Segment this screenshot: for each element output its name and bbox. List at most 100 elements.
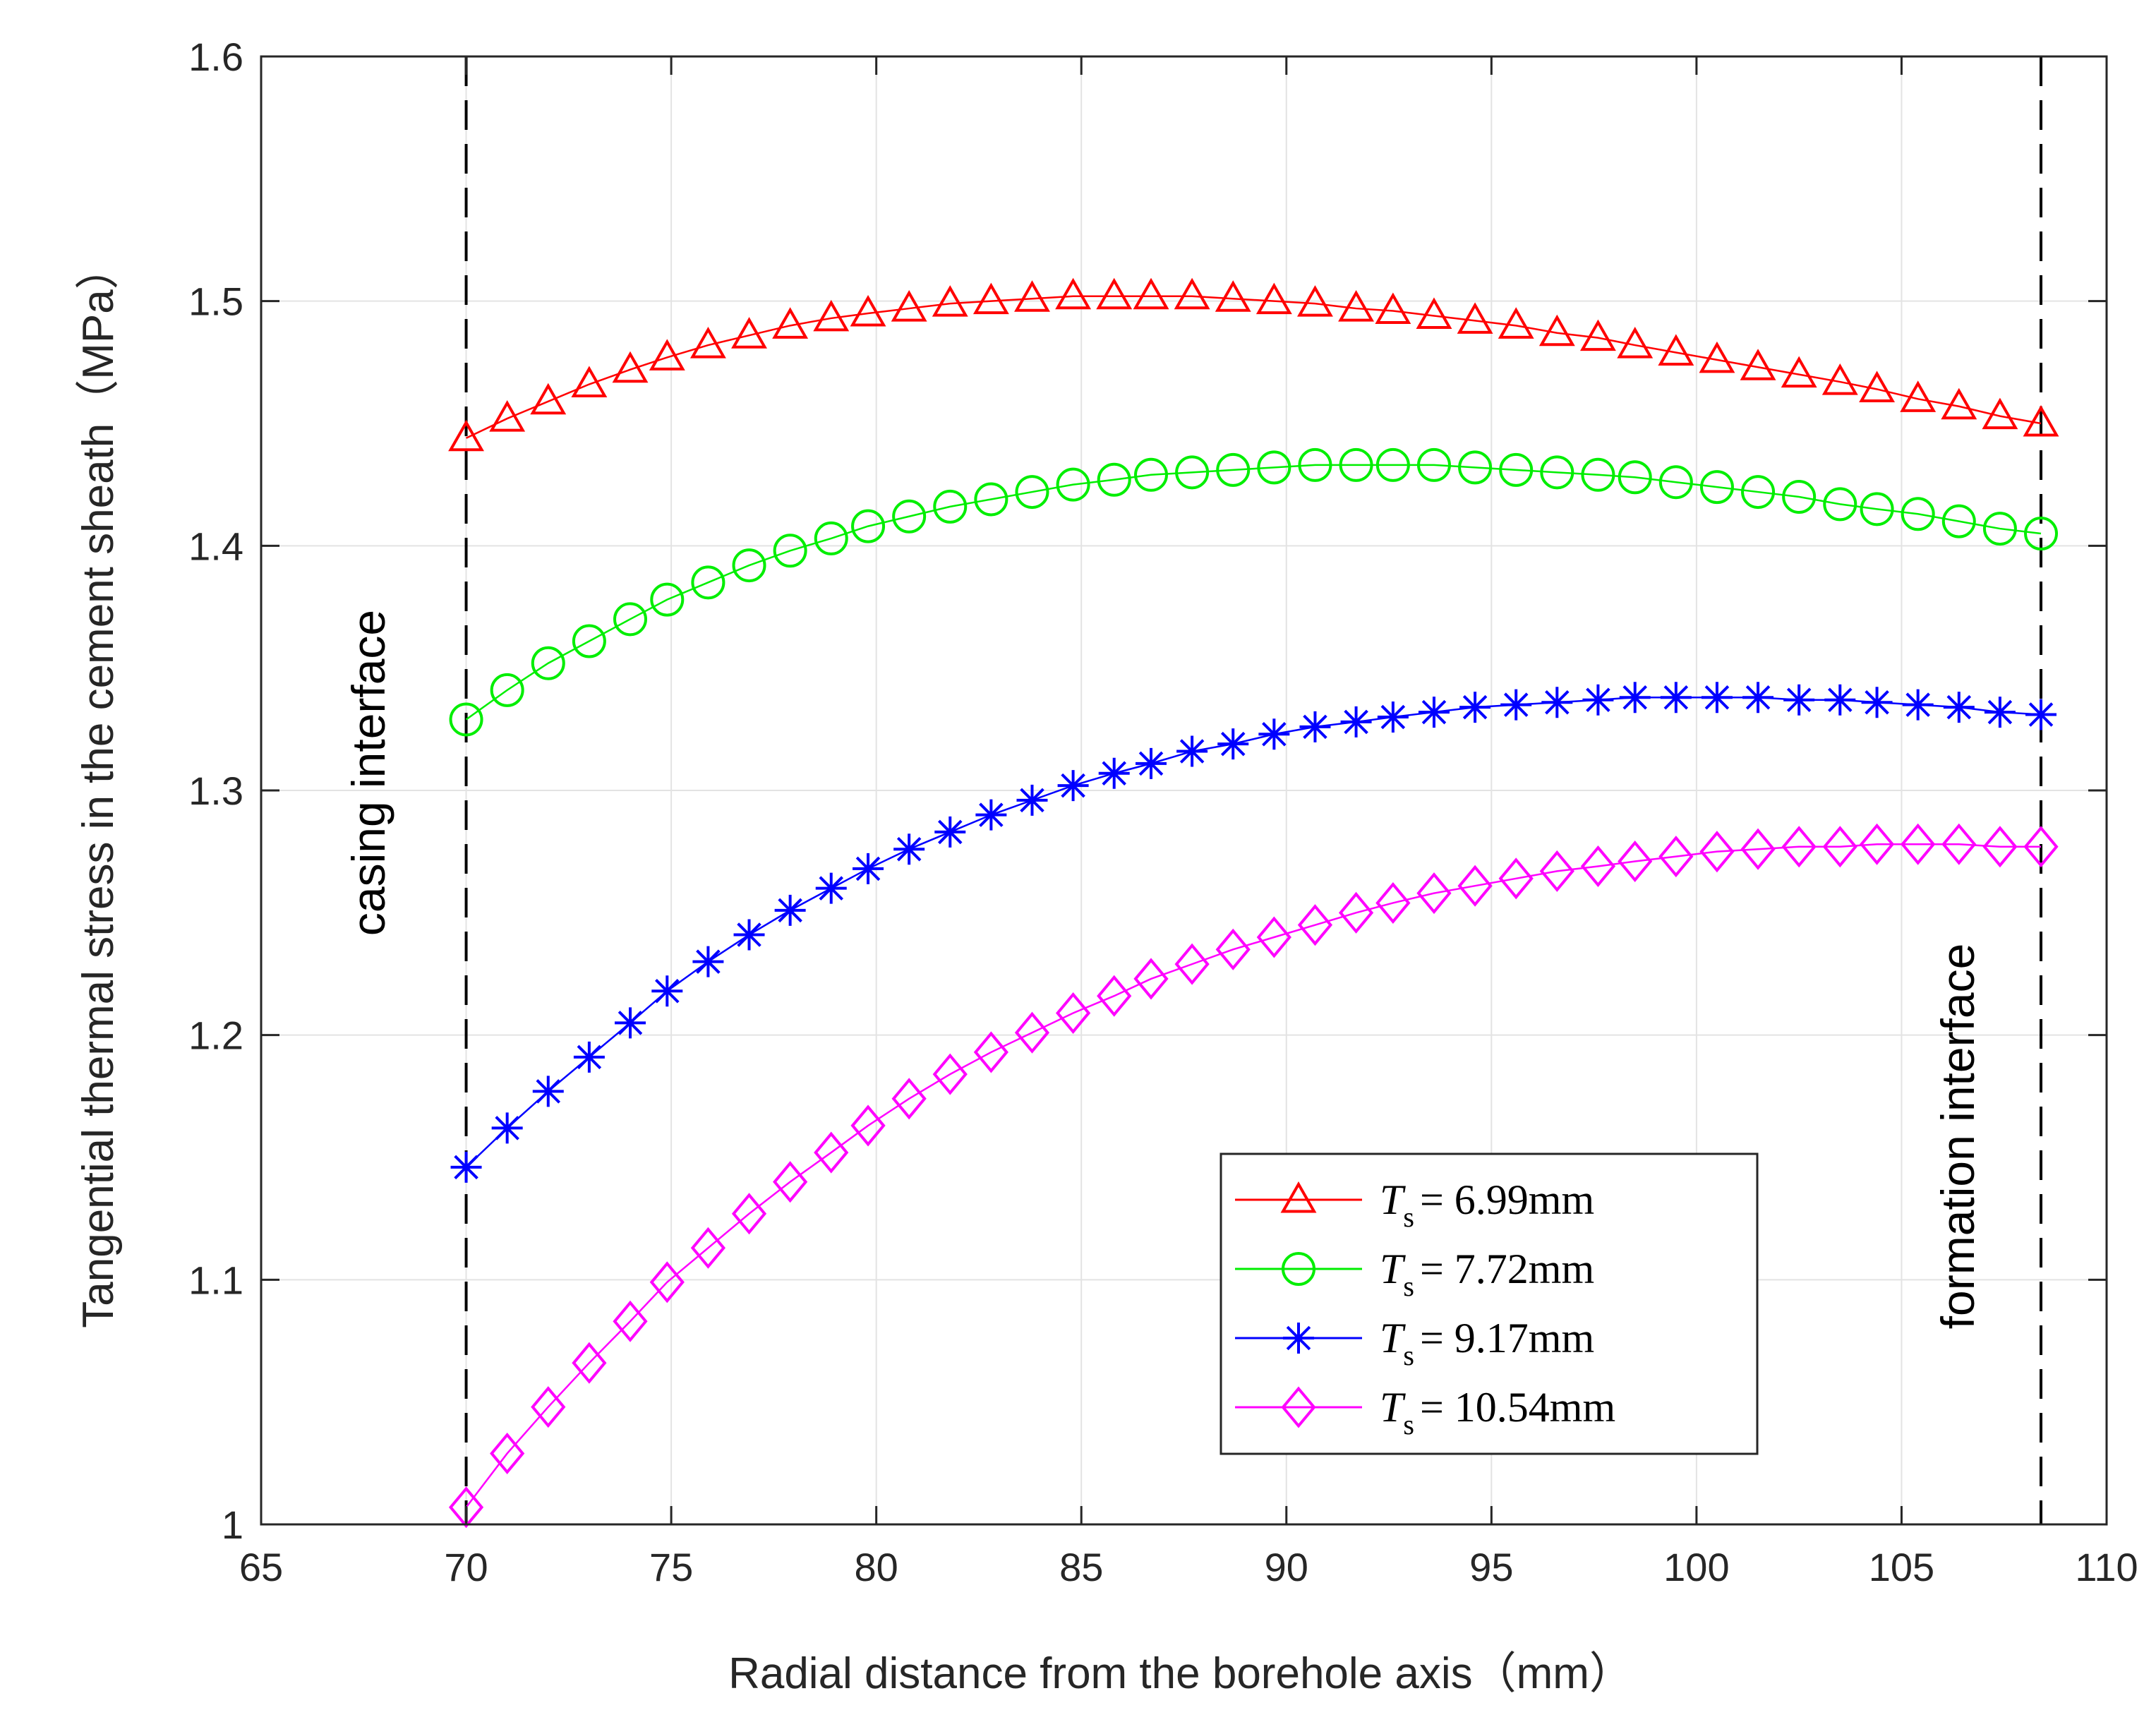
data-point-series-3 <box>613 1300 648 1342</box>
data-point-series-2 <box>934 816 966 848</box>
data-point-series-3 <box>649 1261 685 1303</box>
data-point-series-2 <box>491 1112 523 1144</box>
data-point-series-3 <box>490 1432 525 1474</box>
data-point-series-3 <box>731 1193 767 1235</box>
legend-marker-3 <box>1281 1386 1316 1428</box>
casing-interface-label: casing interface <box>342 610 395 936</box>
data-point-series-1 <box>851 509 886 543</box>
data-point-series-1 <box>892 499 927 534</box>
data-point-series-0 <box>972 282 1009 315</box>
data-point-series-3 <box>1859 823 1895 865</box>
data-point-series-1 <box>650 582 685 617</box>
data-point-series-0 <box>1821 363 1858 395</box>
data-point-series-2 <box>1742 682 1774 714</box>
data-point-series-2 <box>651 975 683 1007</box>
legend: Ts = 6.99mm Ts = 7.72mm Ts = 9.17mm Ts = 10.54m… <box>1219 1152 1759 1455</box>
data-point-series-0 <box>1699 341 1735 373</box>
data-point-series-3 <box>1658 836 1694 878</box>
y-tick-label: 1.2 <box>188 1013 243 1058</box>
data-point-series-2 <box>1459 692 1491 723</box>
legend-marker-0 <box>1280 1181 1317 1213</box>
legend-label-2: Ts = 9.17mm <box>1380 1315 1594 1371</box>
x-tick-label: 110 <box>2075 1545 2138 1589</box>
data-point-series-2 <box>1619 682 1651 714</box>
data-point-series-2 <box>1258 718 1290 750</box>
interface-lines <box>464 56 2043 1524</box>
data-point-series-1 <box>1741 475 1776 510</box>
formation-interface-label: formation interface <box>1932 944 1984 1330</box>
data-point-series-0 <box>1658 334 1694 366</box>
y-tick-label: 1.4 <box>188 524 243 568</box>
data-point-series-1 <box>1298 447 1332 482</box>
data-point-series-1 <box>2024 517 2059 550</box>
data-point-series-0 <box>689 327 726 359</box>
data-point-series-3 <box>1618 841 1653 883</box>
data-point-series-1 <box>490 673 524 707</box>
data-point-series-3 <box>1338 891 1374 934</box>
data-point-series-1 <box>933 489 968 524</box>
data-point-series-2 <box>1377 702 1409 733</box>
data-point-series-3 <box>1498 857 1534 900</box>
data-point-series-0 <box>850 294 886 327</box>
data-point-series-1 <box>1416 447 1451 482</box>
data-point-series-1 <box>1097 462 1131 497</box>
data-point-series-0 <box>1740 349 1776 380</box>
data-point-series-2 <box>1582 684 1614 716</box>
data-point-series-0 <box>1338 290 1375 322</box>
data-point-series-1 <box>1015 475 1049 510</box>
data-point-series-0 <box>1538 314 1575 347</box>
data-point-series-2 <box>1299 711 1331 742</box>
data-point-series-3 <box>1580 845 1616 887</box>
data-point-series-1 <box>1216 452 1251 487</box>
data-point-series-2 <box>1340 706 1372 737</box>
data-point-series-2 <box>1783 684 1815 716</box>
data-point-series-0 <box>1859 371 1896 402</box>
data-point-series-2 <box>450 1151 482 1183</box>
data-point-series-1 <box>1782 480 1817 514</box>
data-point-series-0 <box>571 366 608 398</box>
data-point-series-0 <box>1941 387 1977 420</box>
data-point-series-2 <box>1217 728 1249 760</box>
x-tick-label: 80 <box>855 1545 898 1589</box>
data-point-series-2 <box>1098 757 1130 789</box>
data-point-series-0 <box>1375 292 1411 325</box>
data-point-series-0 <box>2023 404 2059 437</box>
data-point-series-2 <box>815 872 847 904</box>
data-point-series-2 <box>1660 682 1692 714</box>
data-point-series-3 <box>1416 872 1452 915</box>
legend-label-3: Ts = 10.54mm <box>1380 1384 1615 1440</box>
data-point-series-3 <box>1539 850 1574 892</box>
data-point-series-0 <box>772 307 809 339</box>
data-point-series-0 <box>1174 277 1210 310</box>
data-point-series-2 <box>1500 689 1532 721</box>
series-line-3 <box>465 843 2042 1508</box>
legend-marker-1 <box>1282 1252 1315 1286</box>
data-point-series-1 <box>1581 457 1615 492</box>
data-point-series-3 <box>773 1161 808 1203</box>
data-point-series-2 <box>1902 689 1934 721</box>
data-point-series-3 <box>1256 916 1291 958</box>
data-point-series-2 <box>532 1076 564 1107</box>
data-point-series-2 <box>975 799 1007 831</box>
data-point-series-3 <box>814 1131 849 1174</box>
data-point-series-1 <box>1540 455 1574 490</box>
data-point-series-2 <box>1418 697 1450 728</box>
y-axis-title: Tangential thermal stress in the cement … <box>74 246 123 1328</box>
data-point-series-3 <box>1982 826 2018 868</box>
data-point-series-3 <box>1375 881 1411 924</box>
y-tick-label: 1.6 <box>188 35 243 79</box>
x-tick-label: 105 <box>1869 1545 1934 1589</box>
series-markers <box>448 277 2059 1529</box>
data-point-series-0 <box>649 339 685 371</box>
data-point-series-3 <box>448 1486 484 1529</box>
data-point-series-2 <box>1057 770 1089 802</box>
data-point-series-2 <box>1984 697 2016 728</box>
data-point-series-3 <box>850 1104 886 1147</box>
data-point-series-0 <box>1781 356 1817 388</box>
data-point-series-1 <box>1823 487 1857 522</box>
data-point-series-2 <box>774 894 806 926</box>
data-point-series-0 <box>731 317 767 349</box>
data-point-series-0 <box>1900 380 1937 412</box>
y-tick-label: 1 <box>222 1503 243 1547</box>
